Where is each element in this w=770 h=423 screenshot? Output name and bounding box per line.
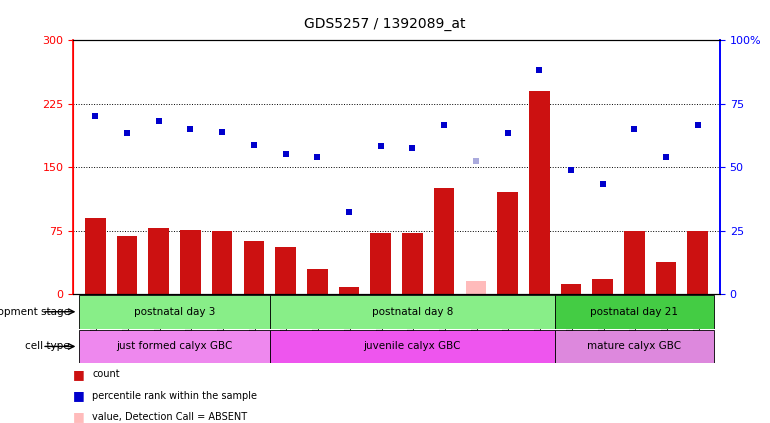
Bar [434,188,454,294]
Bar [555,295,714,329]
Text: postnatal day 8: postnatal day 8 [372,307,453,317]
Text: ■: ■ [73,389,85,402]
Text: GDS5257 / 1392089_at: GDS5257 / 1392089_at [304,17,466,31]
Text: just formed calyx GBC: just formed calyx GBC [116,341,233,352]
Bar [270,295,555,329]
Text: ■: ■ [73,368,85,381]
Text: mature calyx GBC: mature calyx GBC [588,341,681,352]
Text: cell type: cell type [25,341,70,352]
Bar [555,330,714,363]
Bar [688,231,708,294]
Text: ■: ■ [73,410,85,423]
Text: postnatal day 3: postnatal day 3 [134,307,216,317]
Bar [79,330,270,363]
Bar [624,231,644,294]
Bar [117,236,137,294]
Text: postnatal day 21: postnatal day 21 [591,307,678,317]
Bar [276,247,296,294]
Bar [85,218,105,294]
Bar [212,231,233,294]
Text: juvenile calyx GBC: juvenile calyx GBC [363,341,461,352]
Bar [270,330,555,363]
Bar [402,233,423,294]
Bar [466,281,486,294]
Bar [149,228,169,294]
Text: percentile rank within the sample: percentile rank within the sample [92,390,257,401]
Text: development stage: development stage [0,307,70,317]
Bar [339,287,360,294]
Bar [79,295,270,329]
Bar [592,279,613,294]
Text: count: count [92,369,120,379]
Bar [307,269,327,294]
Bar [243,241,264,294]
Bar [497,192,518,294]
Bar [180,230,201,294]
Bar [370,233,391,294]
Text: value, Detection Call = ABSENT: value, Detection Call = ABSENT [92,412,247,422]
Bar [529,91,550,294]
Bar [656,262,676,294]
Bar [561,284,581,294]
